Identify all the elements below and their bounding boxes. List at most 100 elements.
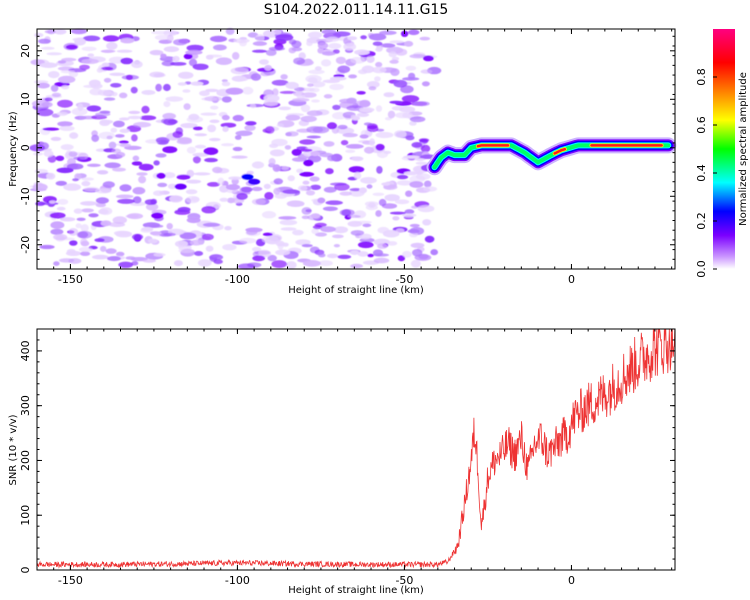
noise-hotspot bbox=[248, 178, 261, 185]
noise-blob bbox=[215, 57, 232, 65]
noise-blob bbox=[405, 65, 417, 71]
noise-blob bbox=[373, 257, 390, 264]
noise-hotspot bbox=[174, 183, 187, 190]
noise-blob bbox=[66, 163, 84, 170]
noise-blob bbox=[41, 46, 55, 50]
noise-blob bbox=[389, 59, 399, 64]
noise-blob bbox=[281, 166, 289, 170]
noise-blob bbox=[221, 114, 230, 121]
noise-blob bbox=[201, 233, 214, 241]
noise-blob bbox=[110, 127, 118, 133]
noise-blob bbox=[106, 42, 118, 50]
noise-blob bbox=[71, 28, 87, 35]
noise-blob bbox=[92, 254, 109, 260]
noise-blob bbox=[179, 232, 197, 240]
noise-blob bbox=[326, 253, 339, 259]
noise-blob bbox=[163, 232, 176, 237]
noise-blob bbox=[339, 191, 352, 196]
noise-blob bbox=[422, 219, 432, 226]
noise-blob bbox=[57, 75, 76, 84]
noise-blob bbox=[405, 190, 413, 197]
noise-blob bbox=[50, 221, 65, 229]
snr-y-tick-labels: 0 100 200 300 400 bbox=[19, 340, 32, 573]
noise-blob bbox=[141, 90, 156, 95]
noise-blob bbox=[76, 217, 86, 221]
noise-blob bbox=[372, 192, 385, 196]
noise-blob bbox=[232, 146, 243, 152]
noise-blob bbox=[131, 261, 139, 266]
noise-blob bbox=[239, 237, 257, 244]
noise-blob bbox=[292, 229, 304, 236]
noise-blob bbox=[329, 83, 344, 91]
noise-blob bbox=[98, 209, 109, 215]
noise-blob bbox=[329, 76, 347, 81]
noise-blob bbox=[57, 198, 69, 205]
noise-blob bbox=[80, 251, 91, 256]
noise-blob bbox=[325, 36, 340, 42]
noise-blob bbox=[222, 244, 237, 251]
noise-blob bbox=[409, 231, 418, 238]
noise-blob bbox=[318, 260, 333, 267]
colorbar-gradient bbox=[713, 29, 735, 269]
noise-blob bbox=[271, 260, 288, 269]
snr-x-tick-labels: -150 -100 -50 0 bbox=[58, 574, 575, 587]
noise-blob bbox=[366, 55, 375, 63]
noise-blob bbox=[148, 224, 164, 228]
noise-blob bbox=[213, 259, 223, 265]
noise-blob bbox=[250, 73, 262, 81]
noise-blob bbox=[293, 57, 305, 65]
noise-blob bbox=[213, 44, 227, 51]
noise-blob bbox=[242, 86, 254, 95]
noise-blob bbox=[366, 125, 379, 133]
noise-blob bbox=[321, 29, 337, 35]
noise-blob bbox=[155, 153, 167, 158]
noise-blob bbox=[420, 144, 431, 153]
noise-blob bbox=[332, 234, 344, 239]
noise-blob bbox=[382, 229, 400, 238]
noise-blob bbox=[80, 201, 98, 206]
noise-blob bbox=[204, 157, 218, 163]
snr-tick-marks bbox=[37, 328, 675, 571]
noise-blob bbox=[108, 222, 126, 228]
noise-blob bbox=[251, 246, 262, 252]
noise-blob bbox=[423, 180, 432, 188]
noise-blob bbox=[326, 122, 338, 130]
noise-blob bbox=[272, 88, 279, 97]
noise-blob bbox=[291, 148, 302, 156]
noise-blob bbox=[186, 146, 196, 154]
y-tick-label: 0 bbox=[19, 567, 32, 574]
noise-blob bbox=[353, 171, 362, 180]
noise-blob bbox=[279, 90, 296, 94]
colorbar-tick-label: 0.4 bbox=[695, 164, 708, 182]
noise-blob bbox=[124, 145, 142, 150]
noise-blob bbox=[53, 261, 60, 266]
noise-blob bbox=[292, 157, 307, 162]
noise-blob bbox=[288, 39, 297, 45]
noise-blob bbox=[415, 161, 428, 165]
noise-blob bbox=[299, 148, 313, 152]
noise-blob bbox=[364, 146, 375, 154]
noise-blob bbox=[163, 29, 177, 37]
noise-blob bbox=[193, 172, 211, 176]
noise-blob bbox=[185, 189, 198, 195]
noise-blob bbox=[221, 143, 234, 147]
snr-frame bbox=[36, 328, 676, 571]
noise-blob bbox=[177, 82, 187, 86]
noise-blob bbox=[330, 182, 347, 186]
noise-blob bbox=[60, 144, 74, 151]
noise-blob bbox=[56, 206, 66, 211]
noise-blob bbox=[59, 217, 76, 222]
noise-blob bbox=[113, 230, 131, 236]
noise-blob bbox=[369, 138, 375, 147]
noise-blob bbox=[142, 259, 156, 263]
noise-blob bbox=[155, 83, 162, 92]
noise-blob bbox=[166, 223, 173, 230]
noise-blob bbox=[407, 229, 420, 234]
noise-blob bbox=[311, 228, 319, 235]
noise-blob bbox=[417, 205, 435, 213]
noise-blob bbox=[421, 81, 430, 87]
noise-blob bbox=[178, 71, 194, 79]
noise-blob bbox=[255, 34, 265, 42]
noise-blob bbox=[251, 161, 265, 169]
